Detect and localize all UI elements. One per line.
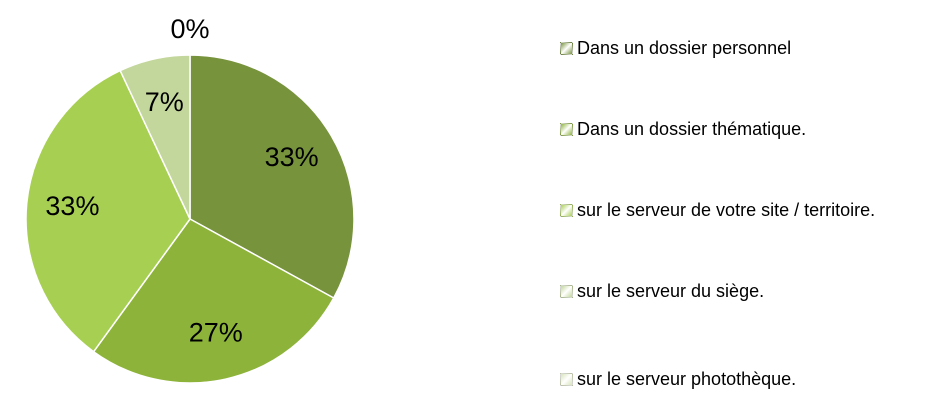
legend-entry: sur le serveur photothèque. [560,365,935,393]
legend-label: Dans un dossier personnel [577,38,792,58]
pie-slice [189,54,355,300]
data-label: 7% [145,87,184,117]
legend-label: sur le serveur de votre site / territoir… [577,200,876,220]
pie-slice [119,54,191,220]
data-label: 33% [265,142,319,172]
pie-slice [25,69,191,353]
legend-swatch [560,42,573,55]
legend-entry: sur le serveur du siège. [560,277,935,305]
legend-swatch [560,123,573,136]
legend-swatch [560,373,573,386]
legend-swatch [560,285,573,298]
data-label: 27% [189,317,243,347]
pie-slice [92,218,335,384]
legend-label: Dans un dossier thématique. [577,119,807,139]
legend-label: sur le serveur photothèque. [577,369,797,389]
legend-label: sur le serveur du siège. [577,281,765,301]
data-label: 0% [170,14,209,44]
data-label: 33% [45,191,99,221]
legend-entry: sur le serveur de votre site / territoir… [560,196,935,224]
legend-swatch [560,204,573,217]
legend-entry: Dans un dossier thématique. [560,115,935,143]
legend-entry: Dans un dossier personnel [560,34,935,62]
